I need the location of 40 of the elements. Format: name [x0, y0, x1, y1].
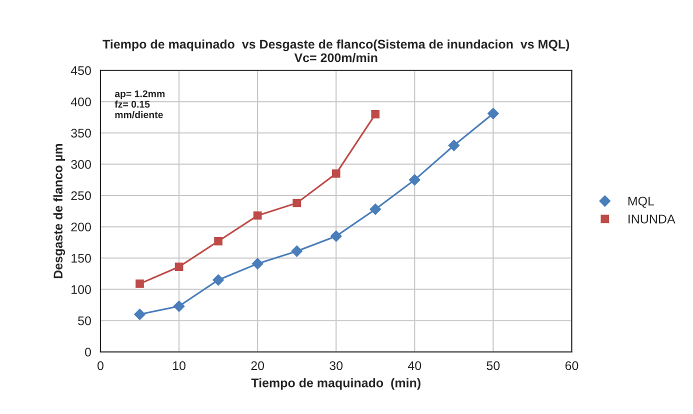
point: [253, 211, 262, 220]
point: [173, 300, 185, 312]
y-tick-label: 200: [71, 222, 91, 232]
point: [448, 140, 460, 152]
y-tick-label: 50: [78, 316, 91, 326]
point: [252, 258, 264, 270]
point: [332, 169, 340, 178]
x-axis-title: Tiempo de maquinado (min): [251, 378, 420, 390]
point: [214, 237, 222, 246]
y-tick-label: 250: [71, 191, 91, 200]
y-axis-title: Desgaste de flanco µm: [53, 144, 66, 278]
point: [174, 262, 184, 271]
y-tick-label: 300: [71, 160, 91, 169]
x-tick-label: 40: [408, 361, 422, 370]
legend-label: MQL: [628, 196, 654, 208]
chart-title: Tiempo de maquinado vs Desgaste de flanco(Sistema de inundacion vs MQL) Vc= 200m/min: [102, 39, 570, 62]
x-tick-label: 50: [486, 361, 500, 370]
annotation: ap= 1.2mm fz= 0.15 mm/diente: [114, 90, 165, 118]
y-tick-label: 400: [70, 97, 91, 106]
point: [330, 230, 342, 242]
point: [134, 308, 146, 320]
y-tick-label: 0: [84, 348, 91, 357]
point: [488, 108, 499, 120]
x-tick-label: 20: [251, 361, 264, 370]
y-tick-label: 450: [70, 66, 91, 76]
x-tick-label: 30: [330, 361, 343, 370]
point: [291, 246, 302, 257]
x-tick-label: 60: [565, 361, 578, 370]
x-tick-label: 10: [173, 361, 186, 370]
y-tick-label: 150: [72, 254, 91, 263]
x-tick-label: 0: [98, 361, 104, 370]
y-tick-label: 100: [72, 285, 91, 294]
legend-label: INUNDA: [628, 214, 676, 224]
point: [292, 198, 301, 208]
point: [370, 204, 381, 215]
point: [136, 280, 144, 288]
point: [409, 174, 420, 186]
y-tick-label: 350: [71, 128, 91, 138]
point: [371, 110, 380, 118]
point: [212, 274, 224, 286]
